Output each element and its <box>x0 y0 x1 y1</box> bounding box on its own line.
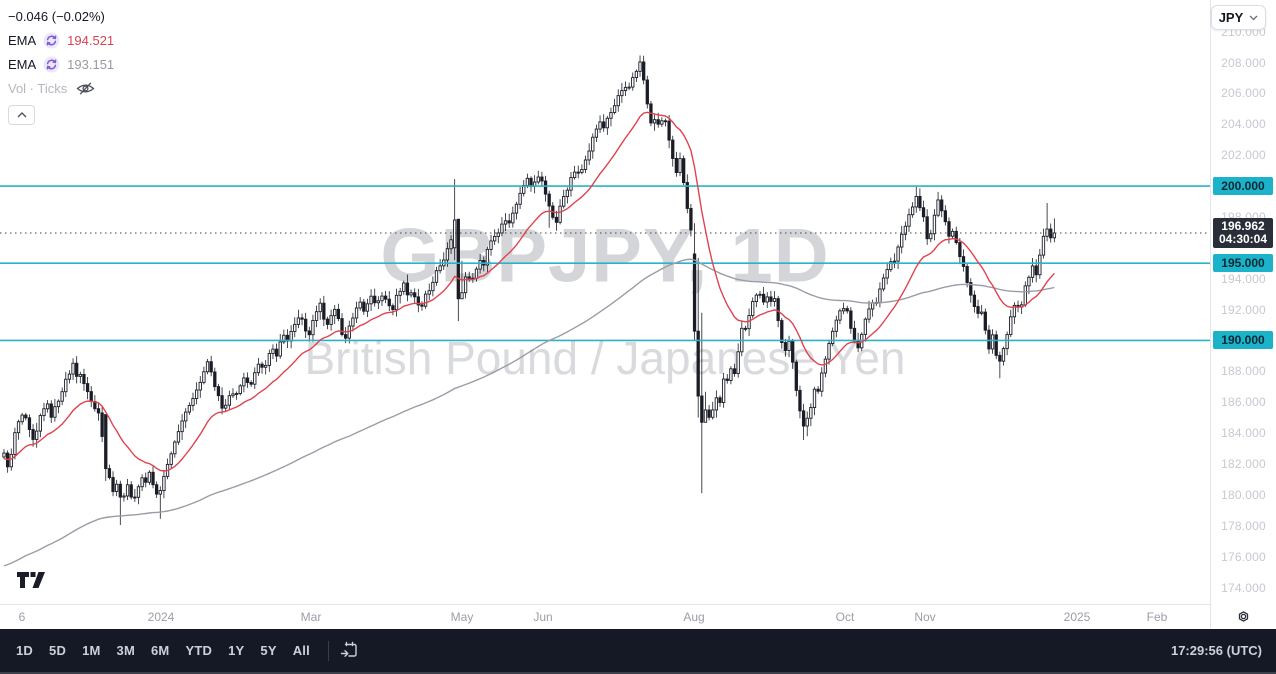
time-tick-label: Aug <box>683 610 705 624</box>
indicator-legend: −0.046 (−0.02%) EMA 194.521 EMA 193.15 <box>8 4 114 125</box>
price-tick-label: 178.000 <box>1221 518 1266 533</box>
price-chart-canvas[interactable] <box>0 0 1210 604</box>
chevron-up-icon <box>17 112 26 118</box>
time-tick-label: Feb <box>1146 610 1168 624</box>
goto-date-button[interactable] <box>339 640 361 662</box>
price-tick-label: 184.000 <box>1221 426 1266 441</box>
ema-slow-value: 193.151 <box>67 56 115 72</box>
volume-label: Vol · Ticks <box>8 80 68 96</box>
price-change-row: −0.046 (−0.02%) <box>8 4 114 28</box>
chart-pane[interactable]: GBPJPY, 1D British Pound / Japanese Yen <box>0 0 1210 604</box>
ema-slow-label: EMA <box>8 56 37 72</box>
time-axis[interactable]: 6 2024 Mar May Jun Aug Oct Nov 2025 Feb <box>0 604 1276 629</box>
tradingview-logo[interactable] <box>16 571 46 593</box>
ema-slow-row[interactable]: EMA 193.151 <box>8 52 114 76</box>
last-price-badge: 196.962 04:30:04 <box>1213 217 1273 248</box>
time-tick-label: Oct <box>835 610 855 624</box>
time-tick-label: May <box>450 610 474 624</box>
price-tick-label: 192.000 <box>1221 302 1266 317</box>
price-tick-label: 202.000 <box>1221 148 1266 163</box>
sync-icon <box>43 56 60 72</box>
currency-value: JPY <box>1218 10 1244 25</box>
time-tick-label: Nov <box>914 610 936 624</box>
sync-icon <box>43 32 60 48</box>
ema-fast-value: 194.521 <box>67 32 115 48</box>
ema-fast-line[interactable] <box>3 111 1055 472</box>
price-tick-label: 208.000 <box>1221 55 1266 70</box>
last-price-value: 196.962 <box>1221 218 1265 233</box>
range-button-1y[interactable]: 1Y <box>228 643 245 658</box>
range-button-ytd[interactable]: YTD <box>185 643 213 658</box>
range-button-5y[interactable]: 5Y <box>260 643 277 658</box>
time-tick-label: 2024 <box>147 610 175 624</box>
range-button-3m[interactable]: 3M <box>116 643 135 658</box>
time-tick-label: Mar <box>300 610 322 624</box>
price-tick-label: 204.000 <box>1221 117 1266 132</box>
time-tick-label: 2025 <box>1063 610 1091 624</box>
bottom-edge <box>0 672 1276 674</box>
chevron-down-icon <box>1249 15 1258 20</box>
price-tick-label: 174.000 <box>1221 580 1266 595</box>
date-range-buttons: 1D 5D 1M 3M 6M YTD 1Y 5Y All <box>8 638 318 663</box>
bottom-toolbar: 1D 5D 1M 3M 6M YTD 1Y 5Y All 17:29:56 (UTC) <box>0 629 1276 672</box>
calendar-goto-icon <box>341 641 358 657</box>
candles-group <box>2 55 1057 525</box>
level-price-badge: 190.000 <box>1213 331 1273 350</box>
level-price-badge: 200.000 <box>1213 177 1273 196</box>
ema-slow-line[interactable] <box>3 258 1055 567</box>
eye-off-icon[interactable] <box>76 81 95 96</box>
level-price-badge: 195.000 <box>1213 254 1273 273</box>
price-tick-label: 180.000 <box>1221 487 1266 502</box>
support-resistance-lines[interactable] <box>0 185 1210 342</box>
price-tick-label: 188.000 <box>1221 364 1266 379</box>
price-tick-label: 186.000 <box>1221 395 1266 410</box>
price-tick-label: 206.000 <box>1221 86 1266 101</box>
bar-countdown: 04:30:04 <box>1218 231 1268 246</box>
time-tick-label: 6 <box>18 610 26 624</box>
toolbar-divider <box>327 640 329 661</box>
range-button-1m[interactable]: 1M <box>82 643 101 658</box>
currency-dropdown[interactable]: JPY <box>1211 5 1266 30</box>
legend-collapse-button[interactable] <box>8 105 35 125</box>
ema-fast-label: EMA <box>8 32 37 48</box>
utc-clock: 17:29:56 (UTC) <box>1170 643 1262 658</box>
price-axis[interactable]: 210.000 208.000 206.000 204.000 202.000 198.0… <box>1210 0 1276 628</box>
price-tick-label: 176.000 <box>1221 549 1266 564</box>
volume-row: Vol · Ticks <box>8 76 114 100</box>
ema-fast-row[interactable]: EMA 194.521 <box>8 28 114 52</box>
range-button-all[interactable]: All <box>292 643 310 658</box>
gear-icon[interactable] <box>1234 607 1253 626</box>
range-button-1d[interactable]: 1D <box>16 643 34 658</box>
price-tick-label: 182.000 <box>1221 456 1266 471</box>
price-change-value: −0.046 (−0.02%) <box>8 8 105 24</box>
range-button-5d[interactable]: 5D <box>49 643 67 658</box>
price-tick-label: 194.000 <box>1221 271 1266 286</box>
time-tick-label: Jun <box>533 610 553 624</box>
range-button-6m[interactable]: 6M <box>151 643 170 658</box>
